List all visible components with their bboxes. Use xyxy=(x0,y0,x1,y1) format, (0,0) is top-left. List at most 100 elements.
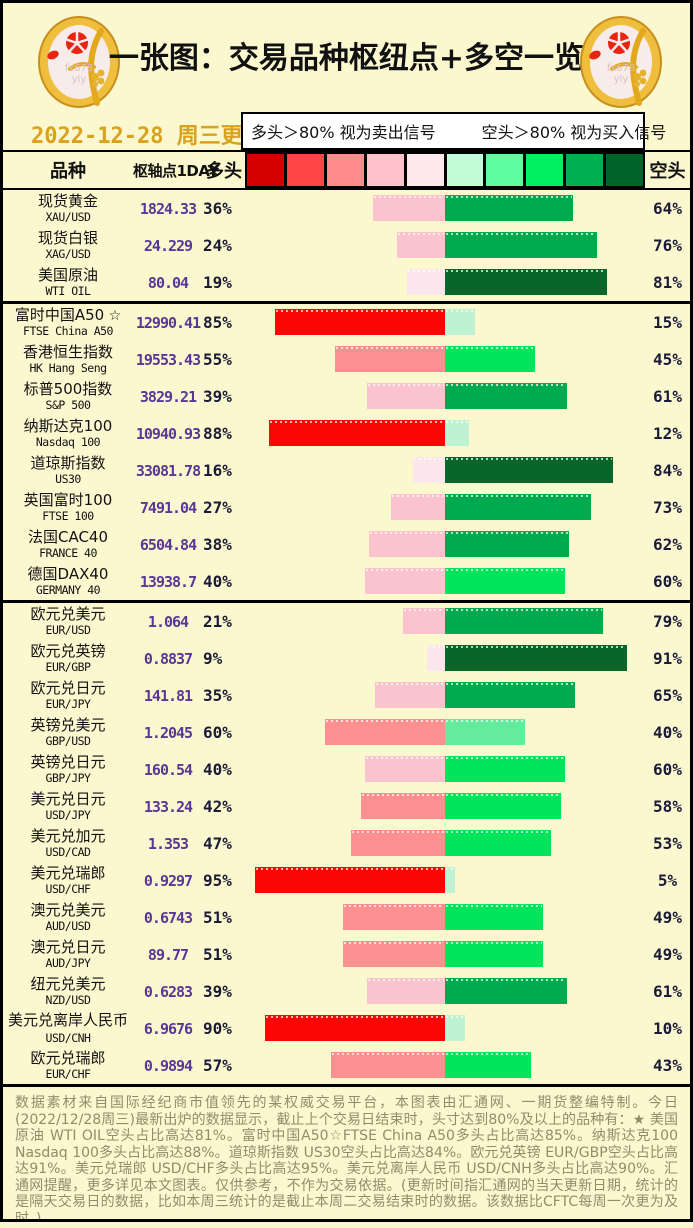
long-percent: 21% xyxy=(203,612,232,631)
short-percent: 76% xyxy=(653,236,682,255)
instrument-name-cn: 美元兑离岸人民币 xyxy=(7,1011,128,1029)
short-percent: 62% xyxy=(653,535,682,554)
instrument-name-cn: 香港恒生指数 xyxy=(22,343,113,361)
long-bar xyxy=(365,756,445,782)
update-date: 2022-12-28 周三更新 xyxy=(31,124,265,149)
short-bar xyxy=(445,232,597,258)
scale-swatch xyxy=(606,154,644,186)
short-percent: 60% xyxy=(653,760,682,779)
short-bar xyxy=(445,494,591,520)
pivot-value: 0.6283 xyxy=(143,982,193,1001)
long-bar xyxy=(343,904,445,930)
pivot-value: 7491.04 xyxy=(139,498,197,517)
table-header: 品种 枢轴点1DAY 多头 空头 xyxy=(3,150,690,190)
short-percent: 81% xyxy=(653,273,682,292)
short-bar xyxy=(445,309,475,335)
table-row: 纽元兑美元 NZD/USD 0.6283 39% 61% xyxy=(3,973,690,1010)
column-header-symbol: 品种 xyxy=(50,161,86,182)
page-title: 一张图：交易品种枢纽点+多空一览 xyxy=(108,41,585,76)
short-percent: 84% xyxy=(653,461,682,480)
long-bar xyxy=(397,232,445,258)
scale-swatch xyxy=(366,154,404,186)
short-percent: 45% xyxy=(653,350,682,369)
title-bar: fx678 yly 一张图：交易品种枢纽点+多空一览 fx678 yly xyxy=(3,3,690,112)
red-flower-icon xyxy=(606,30,632,54)
star-icon: ☆ xyxy=(104,308,122,324)
long-short-bar xyxy=(245,899,645,936)
short-percent: 60% xyxy=(653,572,682,591)
instrument-name: 纳斯达克100 Nasdaq 100 xyxy=(3,417,133,450)
instrument-code: EUR/CHF xyxy=(45,1067,91,1081)
instrument-name: 标普500指数 S&P 500 xyxy=(3,380,133,413)
long-short-bar xyxy=(245,751,645,788)
instrument-name-cn: 法国CAC40 xyxy=(27,528,109,546)
instrument-code: USD/CAD xyxy=(45,845,91,859)
instrument-name-cn: 富时中国A50 xyxy=(14,306,105,324)
short-bar xyxy=(445,608,603,634)
long-bar xyxy=(269,420,445,446)
instrument-name: 美元兑离岸人民币 USD/CNH xyxy=(3,1011,133,1046)
short-bar xyxy=(445,531,569,557)
instrument-code: USD/CHF xyxy=(45,882,91,896)
column-header-pivot: 枢轴点1DAY xyxy=(133,161,219,180)
long-short-bar xyxy=(245,264,645,301)
pivot-value: 3829.21 xyxy=(139,387,197,406)
short-bar xyxy=(445,978,567,1004)
instrument-name: 德国DAX40 GERMANY 40 xyxy=(3,565,133,598)
long-bar xyxy=(255,867,445,893)
table-row: 澳元兑日元 AUD/JPY 89.77 51% 49% xyxy=(3,936,690,973)
instrument-code: GBP/JPY xyxy=(45,771,91,785)
short-bar xyxy=(445,1015,465,1041)
long-bar xyxy=(403,608,445,634)
instrument-code: EUR/USD xyxy=(45,623,91,637)
long-short-bar xyxy=(245,825,645,862)
long-bar xyxy=(331,1052,445,1078)
long-bar xyxy=(367,383,445,409)
svg-text:yly: yly xyxy=(614,74,629,85)
short-bar xyxy=(445,793,561,819)
instrument-name: 现货白银 XAG/USD xyxy=(3,229,133,262)
pivot-value: 6504.84 xyxy=(139,535,197,554)
short-percent: 15% xyxy=(653,313,682,332)
instrument-code: EUR/GBP xyxy=(45,660,91,674)
instrument-name-cn: 欧元兑瑞郎 xyxy=(30,1049,106,1067)
long-bar xyxy=(361,793,445,819)
instrument-name-cn: 纳斯达克100 xyxy=(23,417,113,435)
coin-icon: fx678 yly xyxy=(580,16,662,108)
table-row: 纳斯达克100 Nasdaq 100 10940.93 88% 12% xyxy=(3,415,690,452)
long-short-bar xyxy=(245,489,645,526)
long-percent: 60% xyxy=(203,723,232,742)
instrument-code: GBP/USD xyxy=(45,734,91,748)
scale-swatch xyxy=(526,154,564,186)
long-bar xyxy=(365,568,445,594)
instrument-name-cn: 道琼斯指数 xyxy=(30,454,106,472)
long-short-bar xyxy=(245,190,645,227)
pivot-value: 1824.33 xyxy=(139,199,197,218)
long-short-bar xyxy=(245,603,645,640)
long-percent: 40% xyxy=(203,572,232,591)
pivot-value: 1.064 xyxy=(147,612,189,631)
instrument-name: 富时中国A50 ☆ FTSE China A50 xyxy=(3,306,133,339)
svg-text:fx678: fx678 xyxy=(607,63,636,74)
long-percent: 42% xyxy=(203,797,232,816)
pivot-value: 133.24 xyxy=(143,797,193,816)
scale-swatch xyxy=(566,154,604,186)
table-row: 英镑兑日元 GBP/JPY 160.54 40% 60% xyxy=(3,751,690,788)
pivot-value: 0.9297 xyxy=(143,871,193,890)
long-short-bar xyxy=(245,1010,645,1047)
pivot-value: 6.9676 xyxy=(143,1019,193,1038)
short-percent: 40% xyxy=(653,723,682,742)
instrument-code: S&P 500 xyxy=(45,398,91,412)
table-row: 欧元兑瑞郎 EUR/CHF 0.9894 57% 43% xyxy=(3,1047,690,1084)
instrument-name: 英镑兑日元 GBP/JPY xyxy=(3,753,133,786)
long-short-bar xyxy=(245,526,645,563)
long-short-bar xyxy=(245,640,645,677)
table-row: 法国CAC40 FRANCE 40 6504.84 38% 62% xyxy=(3,526,690,563)
instrument-name: 欧元兑瑞郎 EUR/CHF xyxy=(3,1049,133,1082)
coin-icon: fx678 yly xyxy=(38,16,120,108)
long-bar xyxy=(375,682,445,708)
instrument-name: 美国原油 WTI OIL xyxy=(3,266,133,299)
short-bar xyxy=(445,420,469,446)
instrument-name: 澳元兑日元 AUD/JPY xyxy=(3,938,133,971)
